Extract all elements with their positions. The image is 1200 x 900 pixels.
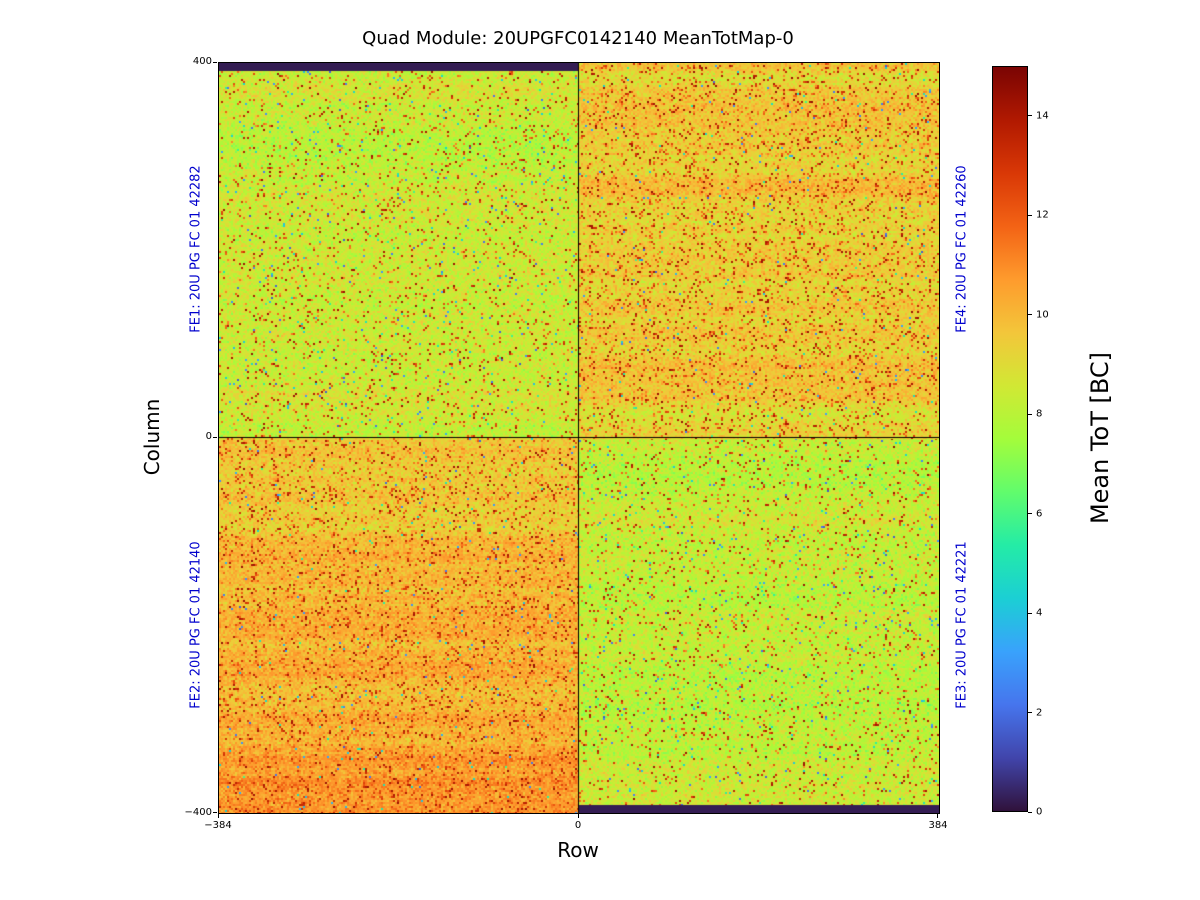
fe3-label: FE3: 20U PG FC 01 42221 (954, 541, 970, 709)
heatmap-canvas (219, 63, 939, 813)
y-axis-label: Column (140, 398, 164, 476)
colorbar-tick-mark (1028, 612, 1032, 614)
x-axis-label: Row (557, 838, 599, 862)
y-tick-mark (213, 812, 217, 813)
fe1-label: FE1: 20U PG FC 01 42282 (188, 165, 204, 333)
colorbar-tick-mark (1028, 413, 1032, 415)
colorbar (992, 66, 1028, 812)
y-tick-label-0: 0 (205, 431, 212, 442)
colorbar-tick-label: 8 (1036, 408, 1043, 420)
colorbar-tick-label: 12 (1036, 209, 1049, 221)
y-tick-label-neg400: −400 (184, 807, 212, 818)
colorbar-tick-label: 2 (1036, 707, 1043, 719)
colorbar-tick-label: 4 (1036, 607, 1043, 619)
colorbar-tick-mark (1028, 513, 1032, 515)
colorbar-tick-label: 14 (1036, 110, 1049, 122)
colorbar-gradient (993, 67, 1027, 811)
x-tick-label-0: 0 (574, 820, 582, 831)
fe2-label: FE2: 20U PG FC 01 42140 (188, 541, 204, 709)
colorbar-tick-mark (1028, 115, 1032, 117)
colorbar-tick-label: 10 (1036, 309, 1049, 321)
fe4-label: FE4: 20U PG FC 01 42260 (954, 165, 970, 333)
x-tick-label-384: 384 (928, 820, 948, 831)
colorbar-tick-label: 0 (1036, 806, 1043, 818)
chart-title: Quad Module: 20UPGFC0142140 MeanTotMap-0 (362, 28, 794, 49)
x-tick-mark (578, 814, 579, 818)
plot-area (218, 62, 940, 814)
y-tick-mark (213, 62, 217, 63)
y-tick-label-400: 400 (192, 56, 212, 67)
colorbar-tick-mark (1028, 314, 1032, 316)
x-tick-label-neg384: −384 (204, 820, 232, 831)
colorbar-label: Mean ToT [BC] (1086, 351, 1114, 525)
x-tick-mark (937, 814, 938, 818)
x-tick-mark (218, 814, 219, 818)
colorbar-tick-label: 6 (1036, 508, 1043, 520)
colorbar-tick-mark (1028, 214, 1032, 216)
colorbar-tick-mark (1028, 811, 1032, 813)
y-tick-mark (213, 437, 217, 438)
colorbar-tick-mark (1028, 712, 1032, 714)
